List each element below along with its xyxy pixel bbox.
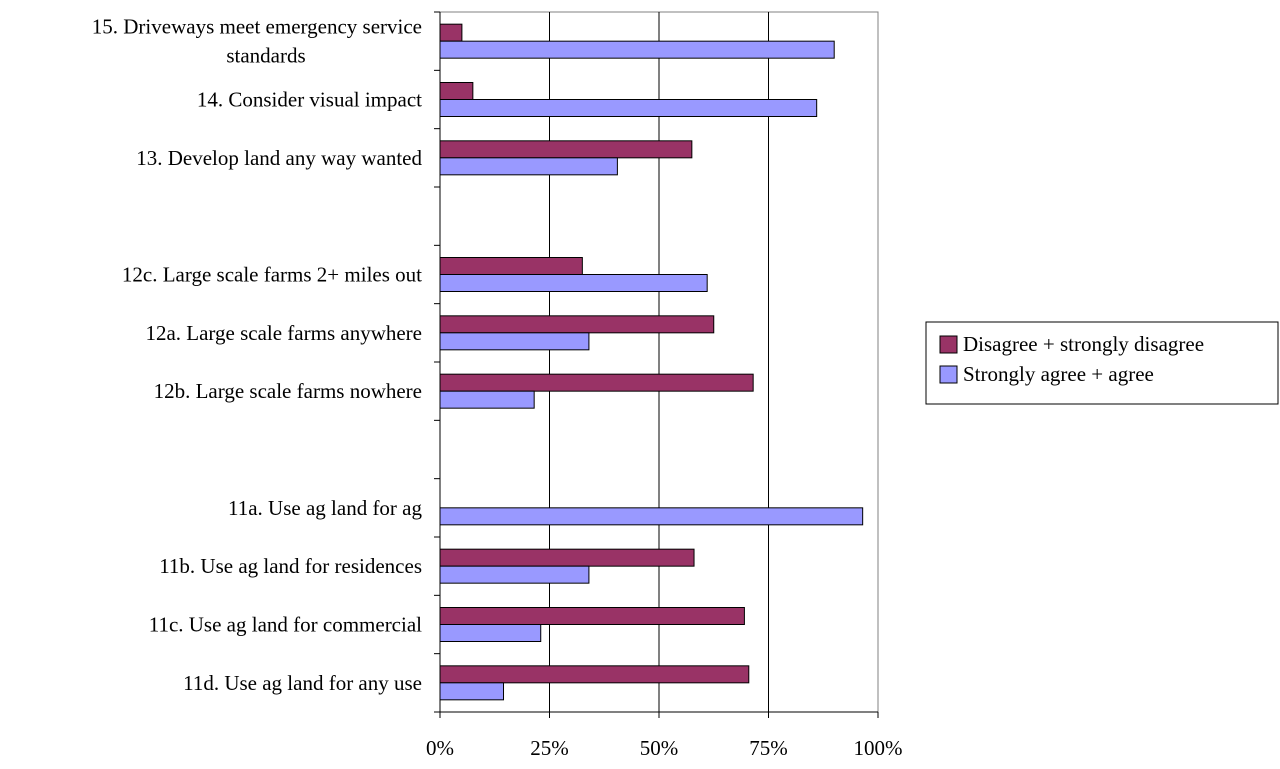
bar-agree <box>439 624 542 642</box>
bar-disagree <box>439 23 463 42</box>
category-label: 12a. Large scale farms anywhere <box>145 321 422 345</box>
x-tick-label: 25% <box>530 736 569 760</box>
x-tick-label: 0% <box>426 736 454 760</box>
bar-agree <box>439 157 618 176</box>
bar-disagree <box>439 315 715 334</box>
category-label: 11b. Use ag land for residences <box>159 554 422 578</box>
bar-disagree <box>439 257 583 275</box>
category-label: 11c. Use ag land for commercial <box>149 613 422 637</box>
bar-disagree <box>439 607 745 625</box>
bar-agree <box>439 40 835 59</box>
category-labels: 15. Driveways meet emergency service stan… <box>92 15 423 695</box>
x-tick-label: 75% <box>749 736 788 760</box>
legend-label: Disagree + strongly disagree <box>963 332 1204 356</box>
bar-agree <box>439 332 590 351</box>
bar-disagree <box>439 665 750 684</box>
category-label: standards <box>226 44 305 68</box>
category-label: 11d. Use ag land for any use <box>183 671 422 695</box>
legend-label: Strongly agree + agree <box>963 362 1154 386</box>
x-tick-labels: 0% 25% 50% 75% 100% <box>426 736 903 760</box>
category-label: 12b. Large scale farms nowhere <box>154 379 422 403</box>
category-label: 15. Driveways meet emergency service <box>92 15 422 39</box>
axes <box>434 11 879 718</box>
bar-disagree <box>439 548 695 567</box>
category-label: 13. Develop land any way wanted <box>136 146 422 170</box>
x-tick-label: 100% <box>854 736 903 760</box>
category-label: 11a. Use ag land for ag <box>228 496 422 520</box>
bar-disagree <box>439 373 754 392</box>
category-label: 14. Consider visual impact <box>197 88 422 112</box>
legend: Disagree + strongly disagree Strongly agr… <box>925 321 1279 405</box>
bar-agree <box>439 274 708 292</box>
bar-agree <box>439 682 505 701</box>
bar-disagree <box>439 82 474 100</box>
bar-agree <box>439 390 535 409</box>
bars <box>439 23 864 701</box>
bar-agree <box>439 99 818 117</box>
bar-agree <box>439 565 590 584</box>
x-tick-label: 50% <box>640 736 679 760</box>
legend-swatch <box>939 365 958 384</box>
legend-box <box>925 321 1279 405</box>
bar-agree <box>439 507 864 526</box>
bar-disagree <box>439 140 693 159</box>
legend-swatch <box>939 335 958 354</box>
category-label: 12c. Large scale farms 2+ miles out <box>122 263 422 287</box>
